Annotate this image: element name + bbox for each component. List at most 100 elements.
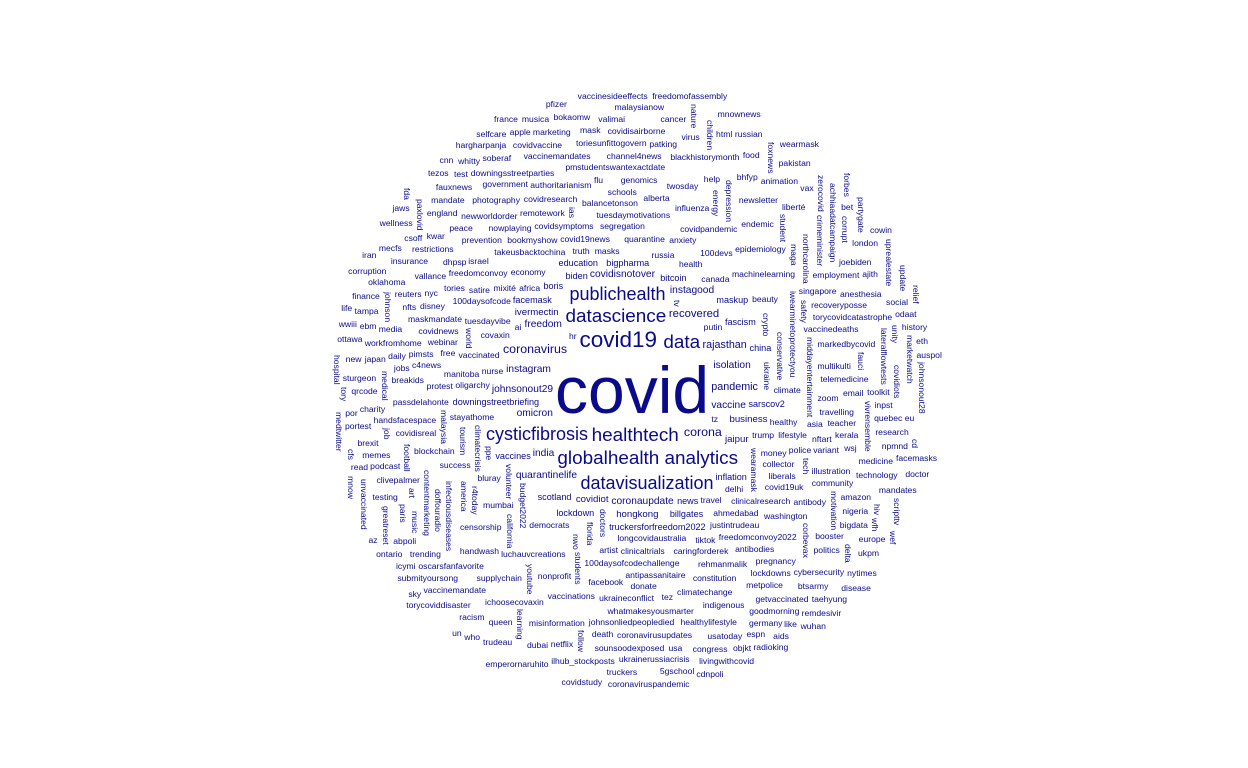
word-46: china xyxy=(749,343,772,354)
word-236: anesthesia xyxy=(840,289,882,300)
word-420: sky xyxy=(408,588,422,599)
word-81: clinicaltrials xyxy=(620,546,665,556)
word-108: tv xyxy=(672,300,683,307)
word-331: racism xyxy=(459,611,485,622)
word-121: satire xyxy=(468,284,490,295)
word-229: government xyxy=(482,179,528,189)
word-315: ilhub_stockposts xyxy=(551,656,615,667)
word-453: fda xyxy=(402,188,413,201)
word-358: johnsonout28 xyxy=(916,361,927,414)
word-131: alberta xyxy=(643,192,670,203)
word-69: democrats xyxy=(529,520,570,531)
word-349: whitty xyxy=(458,156,481,167)
word-297: csoff xyxy=(404,232,423,243)
word-342: 5gschool xyxy=(659,665,695,676)
word-295: qrcode xyxy=(351,386,378,397)
word-43: billgates xyxy=(669,509,704,519)
word-327: malaysianow xyxy=(614,102,665,113)
word-181: pmstudentswantexactdate xyxy=(565,162,666,173)
word-231: restrictions xyxy=(412,244,454,255)
word-260: joebiden xyxy=(838,256,872,267)
word-321: sturgeon xyxy=(342,372,377,383)
word-400: doctor xyxy=(905,468,930,479)
word-153: tech xyxy=(800,457,811,474)
word-372: icymi xyxy=(395,560,416,571)
word-318: zerocovid xyxy=(815,175,826,213)
word-96: covidsymptoms xyxy=(534,220,594,231)
word-177: whatmakesyousmarter xyxy=(607,605,694,616)
word-217: vaccinemandates xyxy=(523,150,591,161)
word-17: instagram xyxy=(506,363,551,375)
word-141: covidresearch xyxy=(523,193,578,204)
word-234: reuters xyxy=(394,288,422,299)
word-50: russia xyxy=(651,250,675,261)
word-247: amazon xyxy=(840,491,872,502)
word-166: climatechange xyxy=(677,587,733,598)
word-188: youtube xyxy=(524,564,535,595)
word-120: police xyxy=(788,444,812,455)
word-417: auspol xyxy=(916,349,942,360)
word-147: nftart xyxy=(812,433,832,444)
word-209: email xyxy=(842,388,864,399)
word-23: instagood xyxy=(669,285,715,297)
word-109: bluray xyxy=(477,472,501,483)
word-196: johnsonliedpeopledied xyxy=(588,617,675,628)
word-375: selfcare xyxy=(476,128,507,139)
word-142: nonprofit xyxy=(537,570,572,581)
word-3: globalhealth analytics xyxy=(557,447,739,469)
word-230: bhfyp xyxy=(736,171,758,182)
word-345: mecfs xyxy=(378,242,402,253)
word-242: toolkit xyxy=(867,386,890,397)
word-347: trudeau xyxy=(483,637,513,648)
word-302: germany xyxy=(749,617,783,628)
word-240: daily xyxy=(388,350,406,361)
word-90: machinelearning xyxy=(731,268,795,279)
word-387: nytimes xyxy=(847,568,877,579)
word-263: music xyxy=(409,511,420,534)
word-128: students xyxy=(573,552,584,585)
word-164: singapore xyxy=(798,286,837,297)
word-156: travelling xyxy=(819,407,854,418)
word-350: hargharpanja xyxy=(455,140,507,151)
word-200: supplychain xyxy=(476,573,522,584)
word-41: biden xyxy=(565,270,588,281)
word-203: student xyxy=(778,213,788,243)
word-63: crypto xyxy=(761,313,771,337)
word-55: trump xyxy=(752,430,775,441)
word-253: medical xyxy=(380,370,391,401)
word-184: pimsts xyxy=(408,348,434,359)
word-114: freedomconvoy xyxy=(448,268,508,279)
word-31: bigpharma xyxy=(606,257,650,268)
word-475: ai xyxy=(514,321,522,332)
word-16: omicron xyxy=(516,408,553,420)
word-392: jaws xyxy=(392,203,410,214)
word-304: vax xyxy=(800,183,814,194)
word-346: new xyxy=(345,353,362,364)
word-49: putin xyxy=(703,322,723,333)
word-127: facebook xyxy=(588,577,624,588)
word-58: wearamask xyxy=(749,447,760,492)
word-52: health xyxy=(678,259,703,270)
word-353: wfh xyxy=(870,517,881,532)
word-138: r4today xyxy=(470,486,481,515)
word-298: children xyxy=(704,120,715,151)
word-51: canada xyxy=(701,274,730,285)
word-122: influenza xyxy=(674,203,710,214)
word-191: handwash xyxy=(459,546,500,557)
word-366: coronaviruspandemic xyxy=(607,678,690,689)
word-42: boris xyxy=(543,280,564,291)
word-143: malaysia xyxy=(438,409,449,444)
word-28: hongkong xyxy=(616,508,659,520)
word-82: stayathome xyxy=(449,411,495,422)
word-84: segregation xyxy=(599,221,645,232)
word-57: nurse xyxy=(481,365,504,376)
word-112: liberals xyxy=(768,470,796,481)
word-377: aids xyxy=(773,630,789,641)
word-289: mandate xyxy=(431,195,465,206)
word-322: cancer xyxy=(660,114,687,125)
word-221: coronavirusupdates xyxy=(617,630,693,641)
word-36: maskup xyxy=(716,294,749,305)
word-309: brexit xyxy=(357,438,379,449)
word-118: tourism xyxy=(458,427,469,456)
